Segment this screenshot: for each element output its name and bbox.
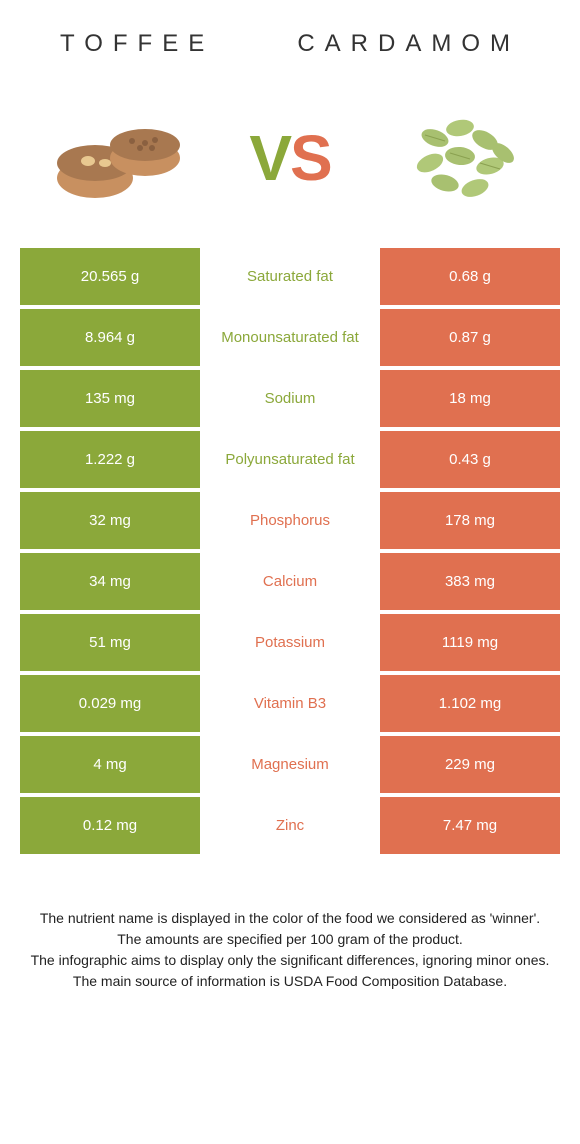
table-row: 32 mgPhosphorus178 mg	[20, 492, 560, 549]
nutrient-label: Polyunsaturated fat	[200, 431, 380, 488]
nutrient-label: Calcium	[200, 553, 380, 610]
table-row: 20.565 gSaturated fat0.68 g	[20, 248, 560, 305]
right-value: 7.47 mg	[380, 797, 560, 854]
left-value: 0.029 mg	[20, 675, 200, 732]
left-value: 8.964 g	[20, 309, 200, 366]
nutrient-label: Zinc	[200, 797, 380, 854]
nutrient-label: Vitamin B3	[200, 675, 380, 732]
vs-s: S	[290, 122, 331, 194]
footer-line: The infographic aims to display only the…	[30, 950, 550, 971]
vs-v: V	[249, 122, 290, 194]
left-value: 34 mg	[20, 553, 200, 610]
left-food-title: Toffee	[60, 30, 214, 58]
left-value: 32 mg	[20, 492, 200, 549]
right-value: 178 mg	[380, 492, 560, 549]
header-row: Toffee Cardamom	[0, 0, 580, 68]
nutrient-label: Monounsaturated fat	[200, 309, 380, 366]
right-value: 0.87 g	[380, 309, 560, 366]
right-value: 383 mg	[380, 553, 560, 610]
right-food-title: Cardamom	[297, 30, 520, 58]
left-value: 135 mg	[20, 370, 200, 427]
table-row: 0.12 mgZinc7.47 mg	[20, 797, 560, 854]
table-row: 0.029 mgVitamin B31.102 mg	[20, 675, 560, 732]
table-row: 1.222 gPolyunsaturated fat0.43 g	[20, 431, 560, 488]
footer-notes: The nutrient name is displayed in the co…	[0, 858, 580, 992]
footer-line: The main source of information is USDA F…	[30, 971, 550, 992]
right-value: 1.102 mg	[380, 675, 560, 732]
right-value: 0.43 g	[380, 431, 560, 488]
footer-line: The nutrient name is displayed in the co…	[30, 908, 550, 929]
left-value: 4 mg	[20, 736, 200, 793]
table-row: 34 mgCalcium383 mg	[20, 553, 560, 610]
cardamom-image	[385, 98, 535, 218]
footer-line: The amounts are specified per 100 gram o…	[30, 929, 550, 950]
right-value: 229 mg	[380, 736, 560, 793]
comparison-table: 20.565 gSaturated fat0.68 g8.964 gMonoun…	[20, 248, 560, 854]
images-row: VS	[0, 68, 580, 248]
right-value: 18 mg	[380, 370, 560, 427]
right-value: 1119 mg	[380, 614, 560, 671]
table-row: 51 mgPotassium1119 mg	[20, 614, 560, 671]
left-value: 51 mg	[20, 614, 200, 671]
table-row: 4 mgMagnesium229 mg	[20, 736, 560, 793]
nutrient-label: Potassium	[200, 614, 380, 671]
nutrient-label: Magnesium	[200, 736, 380, 793]
toffee-image	[45, 98, 195, 218]
left-value: 1.222 g	[20, 431, 200, 488]
nutrient-label: Phosphorus	[200, 492, 380, 549]
right-value: 0.68 g	[380, 248, 560, 305]
left-value: 20.565 g	[20, 248, 200, 305]
nutrient-label: Sodium	[200, 370, 380, 427]
nutrient-label: Saturated fat	[200, 248, 380, 305]
table-row: 135 mgSodium18 mg	[20, 370, 560, 427]
vs-label: VS	[249, 121, 330, 195]
table-row: 8.964 gMonounsaturated fat0.87 g	[20, 309, 560, 366]
left-value: 0.12 mg	[20, 797, 200, 854]
